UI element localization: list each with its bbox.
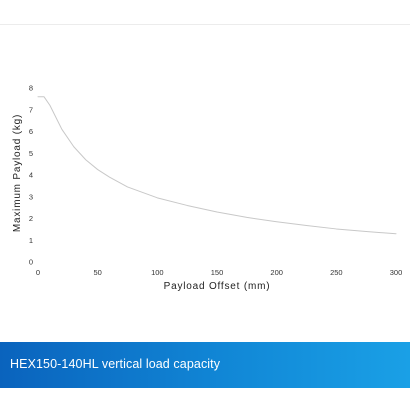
x-tick-label: 100 <box>151 268 164 277</box>
y-tick-label: 8 <box>29 84 33 93</box>
caption-text: HEX150-140HL vertical load capacity <box>10 357 221 371</box>
y-tick-label: 5 <box>29 149 33 158</box>
series-line <box>37 96 397 235</box>
y-tick-label: 7 <box>29 105 33 114</box>
x-tick-label: 150 <box>211 268 224 277</box>
x-tick-label: 200 <box>270 268 283 277</box>
y-axis-label: Maximum Payload (kg) <box>12 114 23 232</box>
x-tick-label: 250 <box>330 268 343 277</box>
y-tick-label: 1 <box>29 236 33 245</box>
y-tick-label: 2 <box>29 214 33 223</box>
y-tick-label: 0 <box>29 258 33 267</box>
y-tick-label: 4 <box>29 171 33 180</box>
y-tick-label: 3 <box>29 192 33 201</box>
caption-bar: HEX150-140HL vertical load capacity <box>0 342 410 388</box>
x-tick-label: 50 <box>93 268 101 277</box>
x-tick-label: 0 <box>36 268 40 277</box>
load-capacity-chart: 0 1 2 3 4 5 6 7 8 0 50 100 150 200 250 300 Payload Off… <box>12 84 402 293</box>
x-tick-label: 300 <box>390 268 403 277</box>
y-axis-ticks: 0 1 2 3 4 5 6 7 8 <box>29 84 33 267</box>
x-axis-label: Payload Offset (mm) <box>164 281 271 292</box>
x-axis-ticks: 0 50 100 150 200 250 300 <box>36 268 402 277</box>
y-tick-label: 6 <box>29 127 33 136</box>
top-divider <box>0 24 410 25</box>
